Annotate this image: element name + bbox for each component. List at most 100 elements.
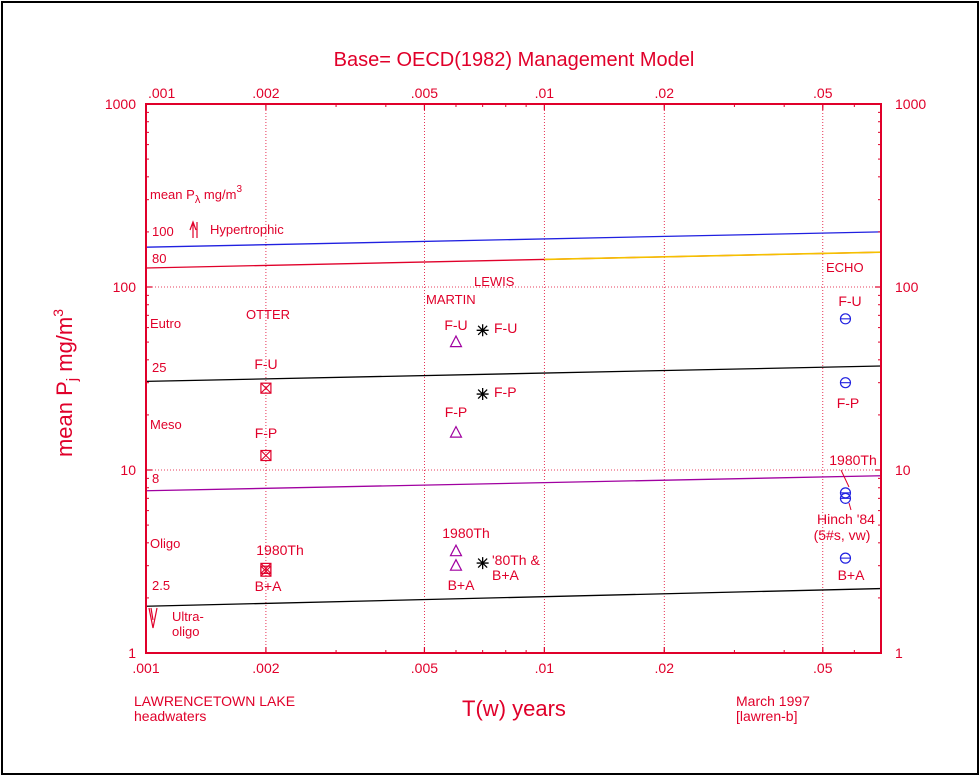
legend-title-sup: 3 [236, 184, 242, 195]
x-tick-label-top: .001 [148, 85, 175, 101]
y-label-sup: 3 [50, 309, 66, 317]
legend-title-main: mean P [150, 187, 195, 202]
footer-file-id: [lawren-b] [736, 708, 797, 724]
axis-ticks: .001 .001 .002 .002 .005 .005 .01 .01 .02 .02 .05.… [105, 85, 927, 676]
echo-point-1 [839, 377, 852, 389]
lewis-ba-label: B+A [492, 567, 520, 583]
square-marker-cross [260, 562, 272, 574]
boundary-line-80-tail [544, 251, 882, 261]
lake-label-echo: ECHO [826, 260, 864, 275]
x-tick-label: .02 [655, 660, 675, 676]
martin-fu-label: F-U [444, 317, 467, 333]
martin-point-0 [449, 334, 463, 348]
grid-lines [146, 104, 881, 653]
otter-point-3 [260, 565, 272, 577]
plot-area [145, 103, 882, 654]
line-label-8: 8 [152, 471, 159, 486]
otter-1980th-label: 1980Th [256, 542, 303, 558]
chart-title: Base= OECD(1982) Management Model [334, 49, 695, 71]
echo-hinch-leader [848, 502, 852, 511]
square-marker-cross [260, 450, 272, 461]
y-tick-label: 1 [128, 645, 136, 661]
echo-1980th-label: 1980Th [829, 452, 876, 468]
line-label-25: 25 [152, 360, 166, 375]
x-tick-label-top: .005 [411, 85, 438, 101]
square-marker-box [260, 382, 272, 394]
martin-fp-label: F-P [445, 404, 468, 420]
line-label-2-5: 2.5 [152, 578, 170, 593]
square-marker-cross [260, 382, 272, 394]
echo-point-3 [839, 492, 852, 504]
footer-headwaters: headwaters [134, 708, 206, 724]
y-tick-label-right: 100 [895, 279, 919, 295]
lake-label-otter: OTTER [246, 307, 290, 322]
y-tick-label-right: 1000 [895, 96, 926, 112]
echo-point-0 [839, 313, 852, 325]
data-points [260, 313, 852, 577]
y-tick-label: 100 [113, 279, 137, 295]
echo-hinch-extra: (5#s, vw) [814, 527, 871, 543]
x-tick-label-top: .05 [813, 85, 833, 101]
boundary-line-100 [145, 231, 882, 248]
lewis-point-0 [476, 324, 489, 337]
legend-title: mean Pλ mg/m3 [150, 184, 242, 206]
square-marker-box [260, 565, 272, 577]
boundary-line-25 [145, 365, 882, 383]
y-tick-label-right: 10 [895, 462, 911, 478]
echo-ba-label: B+A [838, 567, 866, 583]
zone-hypertrophic: Hypertrophic [210, 222, 284, 237]
legend-title-sub: λ [195, 194, 201, 206]
echo-fp-label: F-P [837, 395, 860, 411]
echo-hinch-label: Hinch '84 [817, 511, 875, 527]
arrow-up-icon [189, 220, 198, 238]
x-tick-label-top: .01 [535, 85, 555, 101]
square-marker-box [260, 449, 272, 462]
otter-point-1 [260, 449, 272, 462]
x-tick-label: .01 [535, 660, 555, 676]
footer-date: March 1997 [736, 693, 810, 709]
martin-point-1 [449, 425, 463, 438]
echo-fu-label: F-U [838, 293, 861, 309]
square-marker-cross [260, 565, 272, 577]
lewis-fu-label: F-U [494, 320, 517, 336]
x-tick-label: .001 [132, 660, 159, 676]
zone-meso: Meso [150, 417, 182, 432]
martin-point-2 [449, 543, 463, 557]
zone-eutro: Eutro [150, 316, 181, 331]
x-tick-label-top: .02 [655, 85, 675, 101]
martin-ba-label: B+A [448, 577, 476, 593]
boundary-curves [145, 231, 882, 607]
footer-lake-name: LAWRENCETOWN LAKE [134, 693, 295, 709]
x-axis-label: T(w) years [462, 696, 566, 721]
zone-value-100: 100 [152, 224, 174, 239]
echo-1980th-leader [840, 469, 850, 488]
lewis-point-1 [476, 388, 489, 401]
lake-label-martin: MARTIN [426, 292, 476, 307]
x-tick-label: .05 [813, 660, 833, 676]
echo-point-4 [839, 552, 852, 564]
x-tick-label-top: .002 [252, 85, 279, 101]
boundary-line-2-5 [145, 587, 882, 607]
x-tick-label: .005 [411, 660, 438, 676]
y-label-main: mean P [52, 381, 77, 457]
zone-oligo: Oligo [150, 536, 180, 551]
y-tick-label: 10 [120, 462, 136, 478]
y-axis-label: mean Pj mg/m3 [50, 309, 81, 457]
otter-fu-label: F-U [254, 356, 277, 372]
zone-oligo-2: oligo [172, 624, 199, 639]
x-tick-label: .002 [252, 660, 279, 676]
legend-title-unit: mg/m [200, 187, 236, 202]
lewis-fp-label: F-P [494, 384, 517, 400]
y-tick-label-right: 1 [895, 645, 903, 661]
martin-point-3 [449, 558, 463, 571]
lewis-80th-label: '80Th & [492, 552, 540, 568]
otter-point-0 [260, 382, 272, 394]
y-label-sub: j [64, 378, 81, 382]
y-label-unit: mg/m [52, 317, 77, 378]
line-label-80: 80 [152, 251, 166, 266]
otter-fp-label: F-P [255, 425, 278, 441]
otter-ba-label: B+A [255, 578, 283, 594]
y-tick-label: 1000 [105, 96, 136, 112]
